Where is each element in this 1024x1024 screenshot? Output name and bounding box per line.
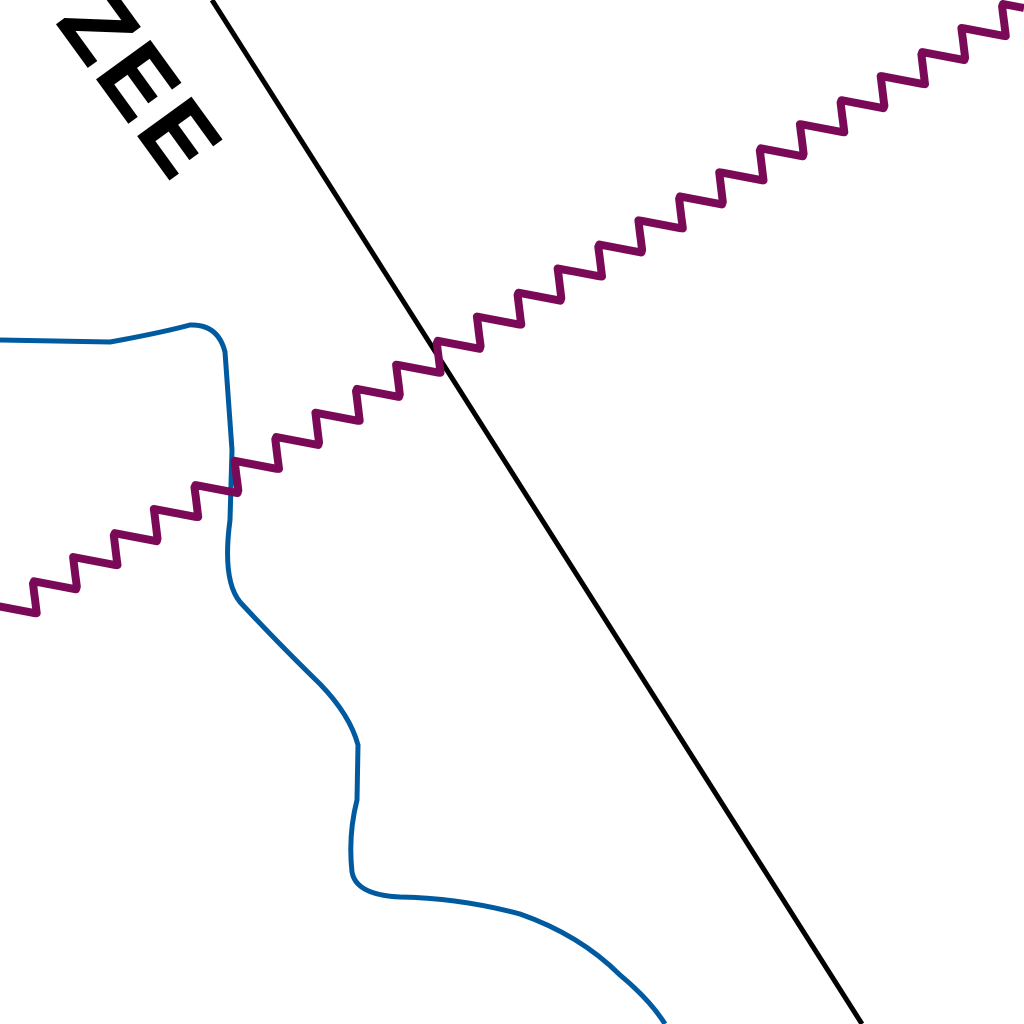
waterway-line [0,322,668,1024]
wavy-boundary-line [0,0,1024,618]
boundary-line [209,0,865,1024]
